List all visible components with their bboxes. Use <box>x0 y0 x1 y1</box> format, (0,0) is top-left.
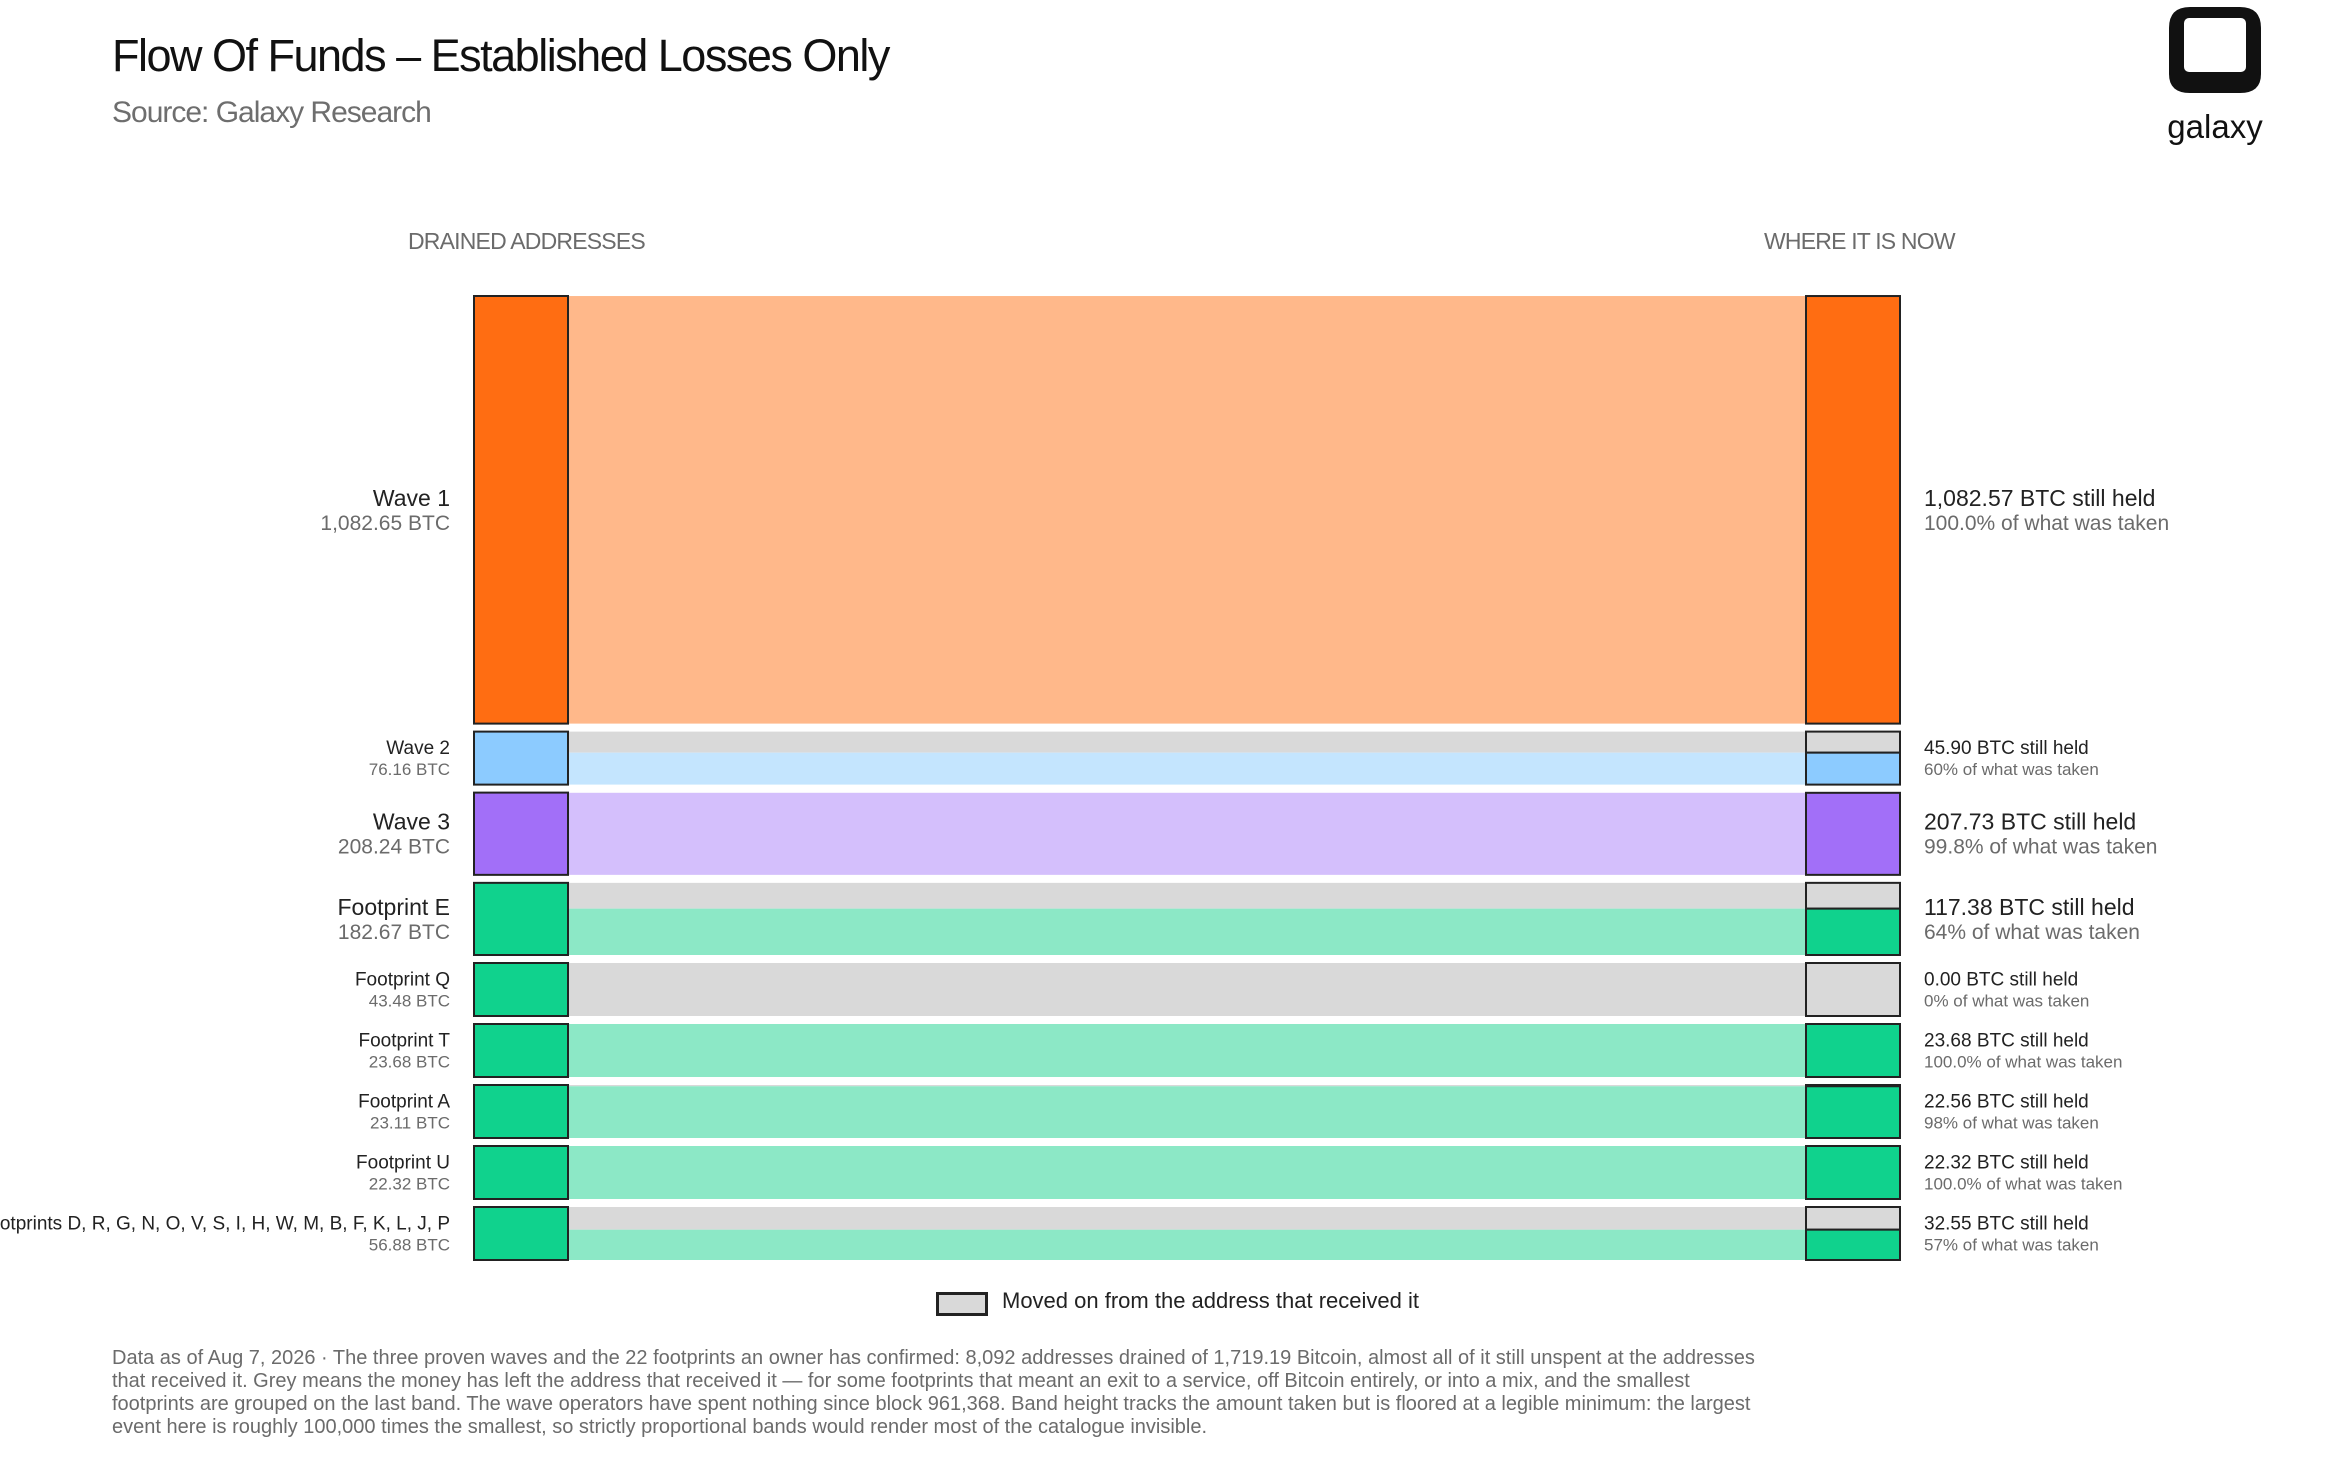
source-value-footprint-t: 23.68 BTC <box>369 1053 450 1072</box>
flow-band-moved-footprint-e <box>568 882 1806 909</box>
dest-held-label-footprint-t: 23.68 BTC still held <box>1924 1031 2089 1052</box>
dest-node-moved-wave-2 <box>1805 730 1901 754</box>
source-label-footprint-u: Footprint U <box>356 1153 450 1174</box>
dest-held-label-footprint-a: 22.56 BTC still held <box>1924 1092 2089 1113</box>
galaxy-logo-icon <box>2169 7 2261 93</box>
chart-title: Flow Of Funds – Established Losses Only <box>112 30 890 81</box>
dest-held-label-wave-1: 1,082.57 BTC still held <box>1924 485 2155 511</box>
dest-node-moved-footprint-q <box>1805 962 1901 1017</box>
dest-node-held-wave-2 <box>1805 751 1901 786</box>
flow-band-held-wave-3 <box>568 792 1806 875</box>
dest-pct-label-wave-2: 60% of what was taken <box>1924 760 2099 779</box>
left-column-heading: DRAINED ADDRESSES <box>408 228 646 254</box>
right-column-heading: WHERE IT IS NOW <box>1764 228 1956 254</box>
source-value-footprint-q: 43.48 BTC <box>369 992 450 1011</box>
dest-node-moved-footprint-e <box>1805 881 1901 910</box>
source-node-wave-3 <box>473 791 569 876</box>
source-node-wave-2 <box>473 730 569 786</box>
flow-band-held-footprint-e <box>568 908 1806 955</box>
dest-node-held-wave-1 <box>1805 295 1901 725</box>
dest-pct-label-wave-3: 99.8% of what was taken <box>1924 836 2157 859</box>
source-node-footprints-d-r-g-n-o-v-s-i-h-w-m-b-f-k-l-j-p <box>473 1206 569 1261</box>
dest-pct-label-footprint-e: 64% of what was taken <box>1924 921 2140 944</box>
dest-pct-label-wave-1: 100.0% of what was taken <box>1924 512 2169 535</box>
flow-band-held-footprint-t <box>568 1024 1806 1077</box>
dest-pct-label-footprint-u: 100.0% of what was taken <box>1924 1175 2122 1194</box>
source-value-footprint-a: 23.11 BTC <box>370 1114 450 1133</box>
source-label-wave-2: Wave 2 <box>386 738 450 759</box>
source-label-footprint-a: Footprint A <box>358 1092 450 1113</box>
source-value-wave-3: 208.24 BTC <box>338 836 450 859</box>
dest-pct-label-footprint-t: 100.0% of what was taken <box>1924 1053 2122 1072</box>
dest-node-held-wave-3 <box>1805 791 1901 876</box>
dest-held-label-footprints-d-r-g-n-o-v-s-i-h-w-m-b-f-k-l-j-p: 32.55 BTC still held <box>1924 1214 2089 1235</box>
dest-node-held-footprint-e <box>1805 907 1901 957</box>
galaxy-logo-wordmark: galaxy <box>2167 108 2263 145</box>
flow-band-moved-footprint-a <box>568 1085 1806 1087</box>
source-label-footprint-e: Footprint E <box>338 894 451 920</box>
dest-held-label-footprint-u: 22.32 BTC still held <box>1924 1153 2089 1174</box>
source-label-wave-1: Wave 1 <box>373 485 450 511</box>
dest-held-label-footprint-e: 117.38 BTC still held <box>1924 894 2135 920</box>
flow-band-held-footprint-u <box>568 1146 1806 1199</box>
source-value-wave-2: 76.16 BTC <box>369 760 450 779</box>
chart-source: Source: Galaxy Research <box>112 96 432 129</box>
footnote: Data as of Aug 7, 2026 · The three prove… <box>112 1347 1755 1438</box>
source-value-footprints-d-r-g-n-o-v-s-i-h-w-m-b-f-k-l-j-p: 56.88 BTC <box>369 1236 450 1255</box>
dest-pct-label-footprint-a: 98% of what was taken <box>1924 1114 2099 1133</box>
flow-band-moved-wave-2 <box>568 731 1806 753</box>
dest-held-label-wave-3: 207.73 BTC still held <box>1924 809 2136 835</box>
dest-pct-label-footprint-q: 0% of what was taken <box>1924 992 2089 1011</box>
source-node-footprint-t <box>473 1023 569 1078</box>
flow-band-held-wave-1 <box>568 296 1806 724</box>
source-node-wave-1 <box>473 295 569 725</box>
dest-held-label-footprint-q: 0.00 BTC still held <box>1924 970 2078 991</box>
source-node-footprint-q <box>473 962 569 1017</box>
source-node-footprint-u <box>473 1145 569 1200</box>
flow-band-held-footprint-a <box>568 1086 1806 1138</box>
dest-node-held-footprint-t <box>1805 1023 1901 1078</box>
source-value-footprint-u: 22.32 BTC <box>369 1175 450 1194</box>
source-label-footprints-d-r-g-n-o-v-s-i-h-w-m-b-f-k-l-j-p: Footprints D, R, G, N, O, V, S, I, H, W,… <box>0 1214 450 1235</box>
dest-node-held-footprint-u <box>1805 1145 1901 1200</box>
dest-pct-label-footprints-d-r-g-n-o-v-s-i-h-w-m-b-f-k-l-j-p: 57% of what was taken <box>1924 1236 2099 1255</box>
flow-band-moved-footprints-d-r-g-n-o-v-s-i-h-w-m-b-f-k-l-j-p <box>568 1207 1806 1230</box>
source-label-footprint-q: Footprint Q <box>355 970 450 991</box>
source-node-footprint-e <box>473 881 569 956</box>
flow-band-held-wave-2 <box>568 752 1806 785</box>
flow-band-moved-footprint-q <box>568 963 1806 1016</box>
source-node-footprint-a <box>473 1084 569 1139</box>
flow-band-held-footprints-d-r-g-n-o-v-s-i-h-w-m-b-f-k-l-j-p <box>568 1229 1806 1260</box>
galaxy-logo: galaxy <box>2160 0 2270 150</box>
source-value-footprint-e: 182.67 BTC <box>338 921 450 944</box>
sankey-chart: Wave 11,082.65 BTC 1,082.57 BTC still hel… <box>0 295 2169 1262</box>
source-value-wave-1: 1,082.65 BTC <box>320 512 450 535</box>
legend-label-moved: Moved on from the address that received … <box>1002 1288 1419 1313</box>
dest-node-held-footprints-d-r-g-n-o-v-s-i-h-w-m-b-f-k-l-j-p <box>1805 1228 1901 1262</box>
source-label-footprint-t: Footprint T <box>358 1031 450 1052</box>
legend-swatch-moved <box>936 1292 988 1316</box>
dest-node-held-footprint-a <box>1805 1085 1901 1139</box>
dest-node-moved-footprints-d-r-g-n-o-v-s-i-h-w-m-b-f-k-l-j-p <box>1805 1206 1901 1231</box>
source-label-wave-3: Wave 3 <box>373 809 450 835</box>
dest-held-label-wave-2: 45.90 BTC still held <box>1924 738 2089 759</box>
